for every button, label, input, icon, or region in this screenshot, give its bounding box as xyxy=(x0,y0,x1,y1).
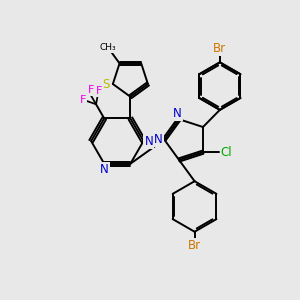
Text: F: F xyxy=(88,85,94,95)
Text: Br: Br xyxy=(188,238,201,252)
Text: S: S xyxy=(103,77,110,91)
Text: Cl: Cl xyxy=(220,146,232,159)
Text: CH₃: CH₃ xyxy=(100,43,116,52)
Text: Br: Br xyxy=(213,42,226,56)
Text: N: N xyxy=(100,163,109,176)
Text: F: F xyxy=(95,86,102,96)
Text: N: N xyxy=(154,133,163,146)
Text: N: N xyxy=(173,107,182,120)
Text: N: N xyxy=(144,135,153,148)
Text: F: F xyxy=(80,95,86,105)
